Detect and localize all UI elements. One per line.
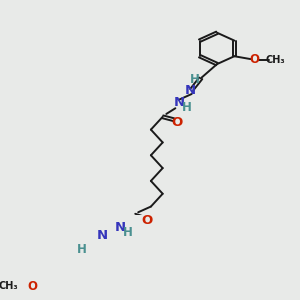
Text: O: O bbox=[249, 53, 259, 66]
Text: N: N bbox=[173, 96, 184, 109]
Text: H: H bbox=[122, 226, 132, 239]
Text: CH₃: CH₃ bbox=[0, 281, 18, 291]
Text: H: H bbox=[182, 101, 192, 114]
Text: H: H bbox=[77, 243, 87, 256]
Text: CH₃: CH₃ bbox=[265, 55, 285, 65]
Text: O: O bbox=[172, 116, 183, 129]
Text: O: O bbox=[27, 280, 37, 293]
Text: N: N bbox=[185, 84, 196, 97]
Text: O: O bbox=[142, 214, 153, 227]
Text: N: N bbox=[115, 221, 126, 234]
Text: N: N bbox=[96, 229, 107, 242]
Text: H: H bbox=[190, 73, 199, 86]
